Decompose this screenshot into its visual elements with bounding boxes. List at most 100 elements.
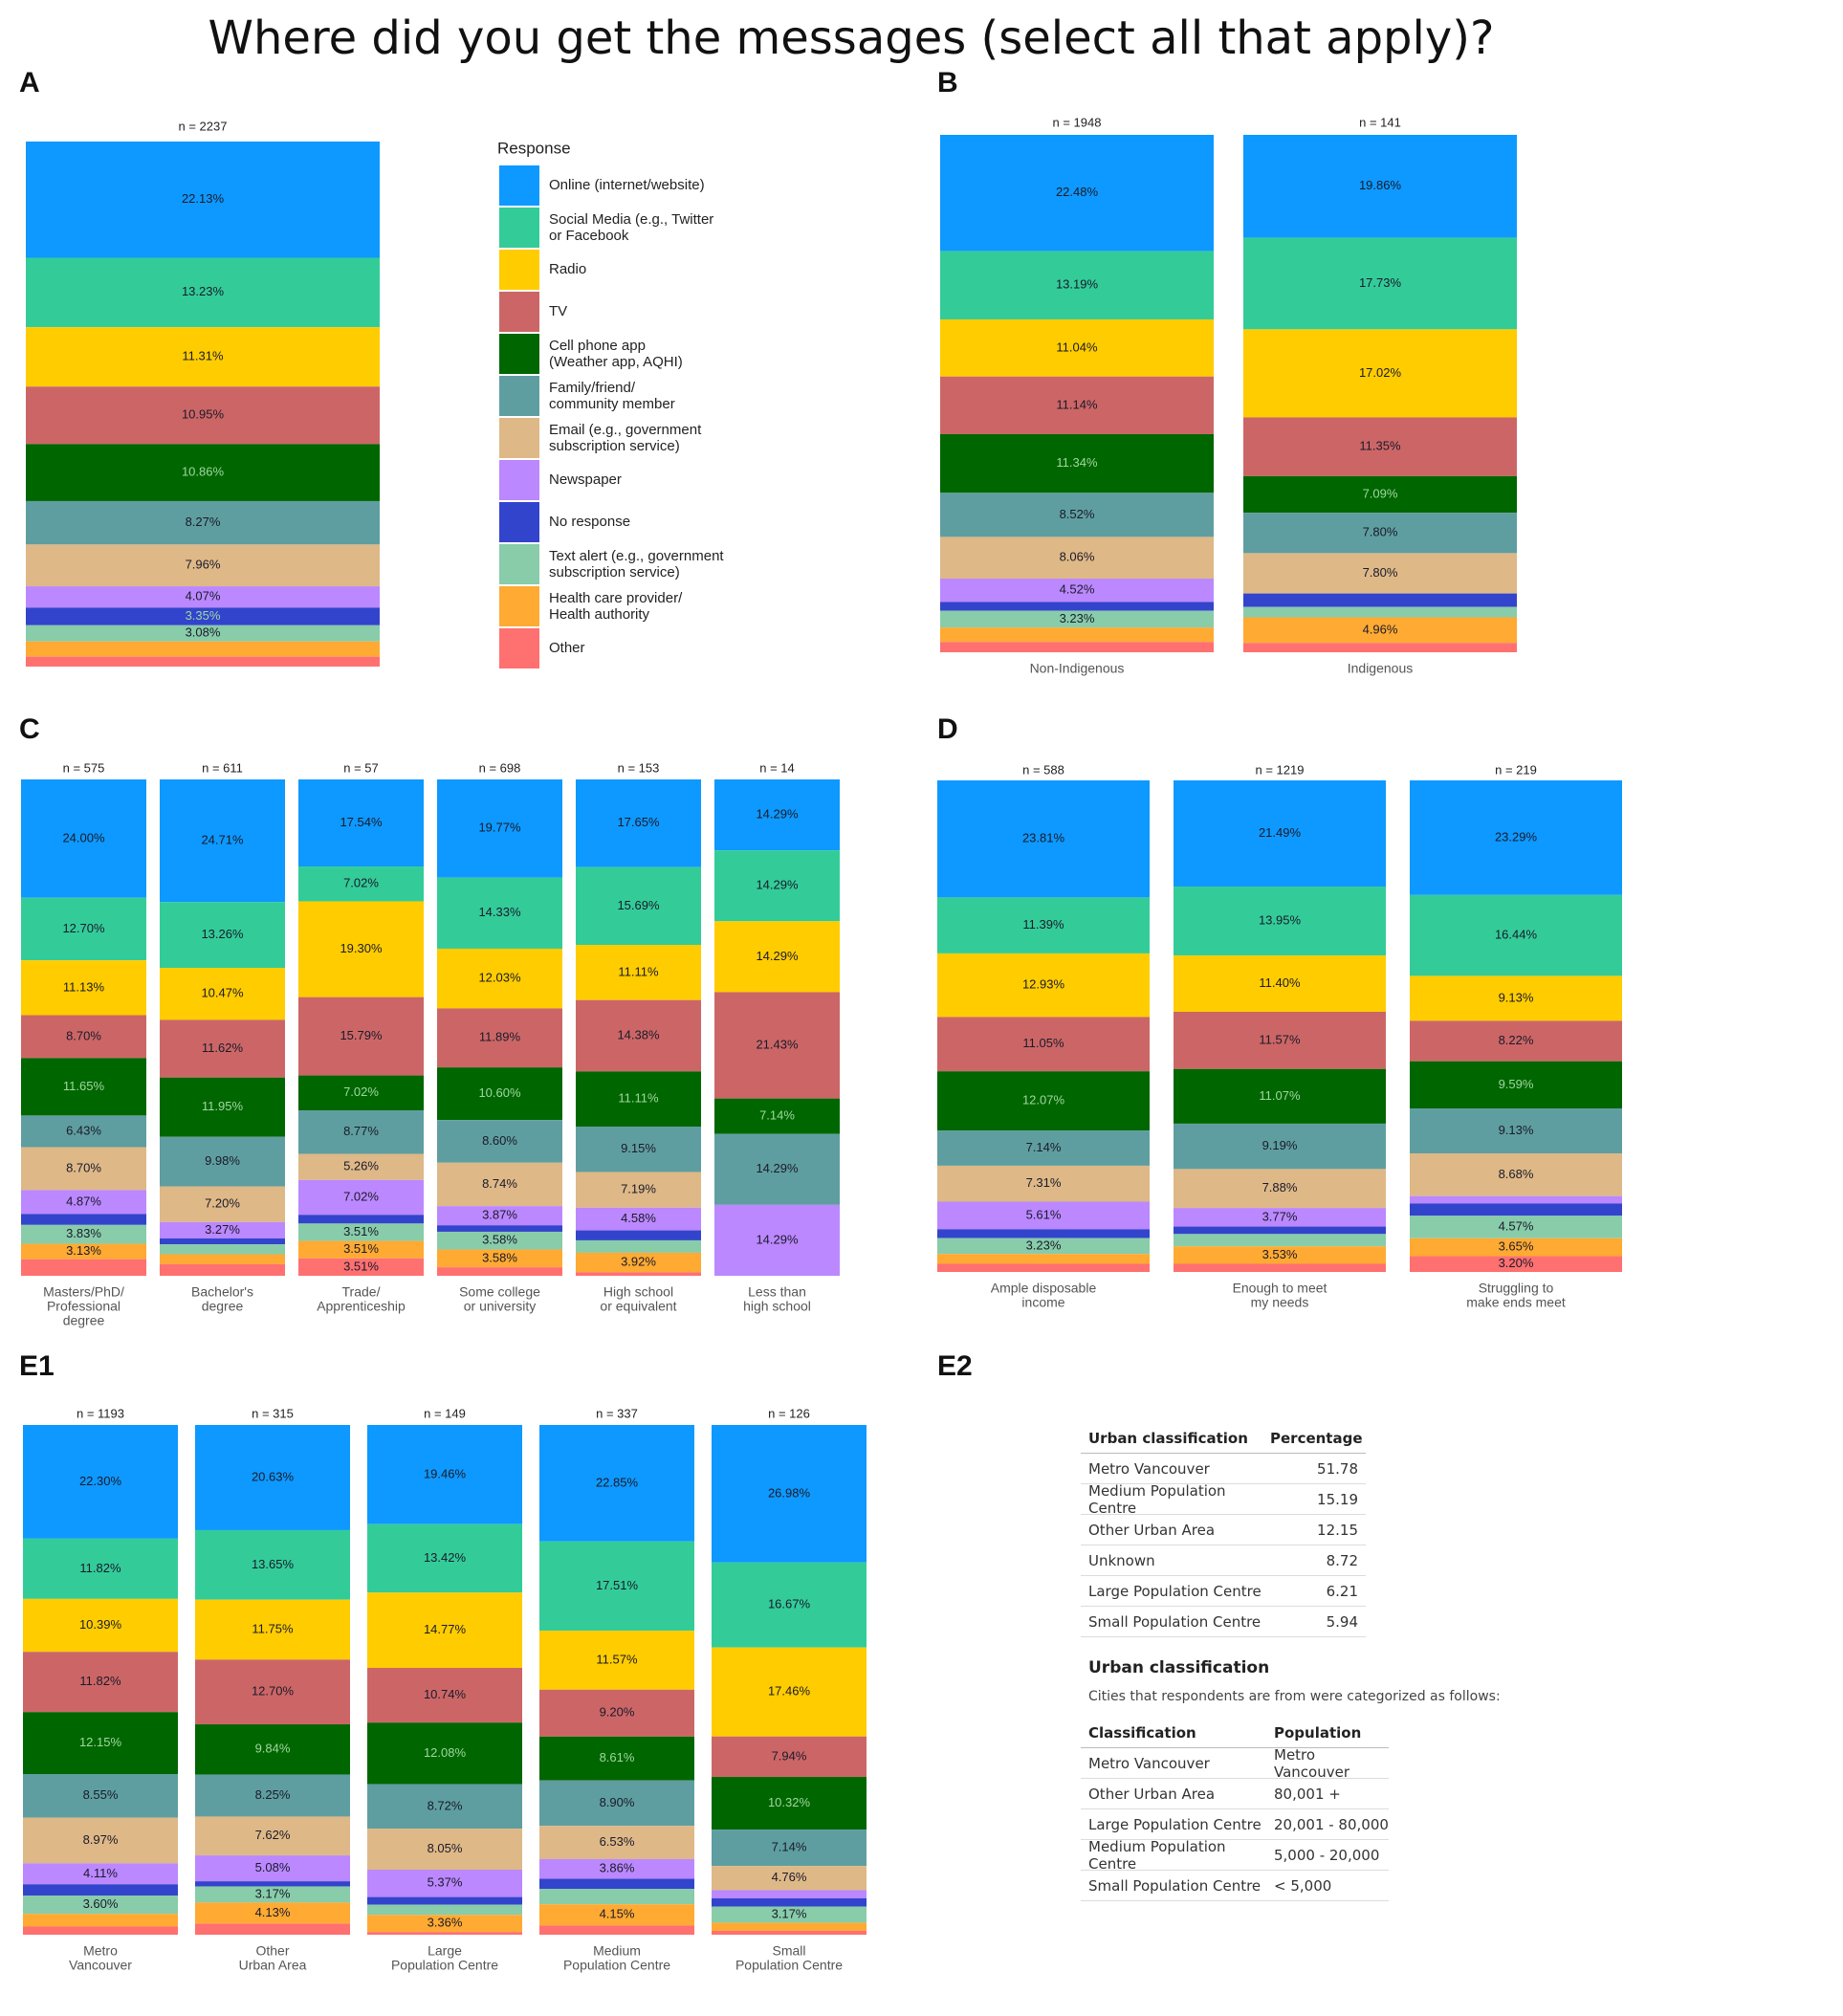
bar-segment: [1174, 1226, 1386, 1235]
bar-segment: [437, 1162, 562, 1207]
urban-classification-title: Urban classification: [1088, 1658, 1270, 1677]
bar-segment: [23, 1425, 178, 1539]
bar-segment: [1410, 1061, 1622, 1109]
data-label: 9.59%: [1499, 1077, 1534, 1091]
category-label: Professional: [47, 1299, 121, 1314]
bar-segment: [1243, 643, 1517, 652]
bar-segment: [1410, 1256, 1622, 1272]
bar-segment: [940, 318, 1214, 377]
data-label: 24.00%: [62, 830, 105, 844]
legend-label: or Facebook: [549, 228, 629, 244]
data-label: 3.17%: [255, 1886, 291, 1900]
data-label: 3.60%: [83, 1896, 119, 1911]
category-label: Bachelor's: [191, 1284, 253, 1300]
category-label: my needs: [1251, 1295, 1309, 1310]
sample-size-label: n = 1193: [77, 1406, 124, 1420]
category-label: Metro: [83, 1943, 118, 1959]
category-label: Masters/PhD/: [43, 1284, 124, 1300]
data-label: 14.33%: [478, 905, 521, 919]
bar-segment: [160, 1186, 285, 1222]
sample-size-label: n = 149: [424, 1406, 466, 1420]
bar-segment: [195, 1599, 350, 1660]
bar-segment: [1174, 1208, 1386, 1227]
bar-segment: [195, 1529, 350, 1600]
legend-swatch: [499, 208, 539, 248]
table-cell: Metro Vancouver: [1088, 1459, 1210, 1478]
bar-segment: [1243, 513, 1517, 554]
bar-segment: [712, 1930, 867, 1935]
legend-label: community member: [549, 396, 675, 412]
data-label: 13.95%: [1259, 912, 1302, 927]
sample-size-label: n = 2237: [179, 119, 228, 133]
data-label: 11.04%: [1056, 340, 1098, 354]
data-label: 11.65%: [63, 1079, 105, 1093]
category-label: Some college: [459, 1284, 540, 1300]
bar-segment: [26, 327, 380, 387]
legend-label: Online (internet/website): [549, 177, 705, 193]
data-label: 3.17%: [772, 1906, 807, 1920]
bar-segment: [576, 1239, 701, 1253]
data-label: 7.80%: [1363, 525, 1398, 539]
data-label: 8.74%: [482, 1176, 517, 1191]
data-label: 4.52%: [1060, 582, 1095, 597]
bar-segment: [21, 1115, 146, 1148]
data-label: 3.13%: [66, 1243, 101, 1258]
table-row: Metro Vancouver Metro Vancouver: [1081, 1746, 1389, 1781]
table-cell: 15.19: [1317, 1490, 1358, 1508]
data-label: 17.54%: [340, 815, 383, 829]
category-label: high school: [743, 1299, 811, 1314]
bar-segment: [539, 1925, 694, 1935]
category-label: Population Centre: [391, 1958, 498, 1973]
data-label: 3.58%: [482, 1233, 517, 1247]
data-label: 10.74%: [424, 1687, 467, 1701]
bar-segment: [23, 1652, 178, 1713]
bar-segment: [195, 1886, 350, 1903]
table-cell: Metro Vancouver: [1088, 1754, 1210, 1772]
data-label: 11.13%: [63, 979, 105, 994]
bar-segment: [1174, 1011, 1386, 1069]
sample-size-label: n = 219: [1495, 762, 1537, 777]
data-label: 9.19%: [1262, 1138, 1298, 1152]
table-cell: Small Population Centre: [1088, 1876, 1262, 1895]
bar-segment: [576, 999, 701, 1072]
bar-segment: [21, 1015, 146, 1059]
data-label: 14.29%: [756, 878, 799, 892]
data-label: 3.86%: [600, 1861, 635, 1875]
table-cell: 5,000 - 20,000: [1274, 1846, 1380, 1864]
data-label: 8.27%: [186, 515, 221, 529]
data-label: 17.46%: [768, 1684, 811, 1698]
data-label: 3.35%: [186, 608, 221, 623]
data-label: 3.51%: [343, 1224, 379, 1238]
category-label: High school: [603, 1284, 673, 1300]
data-label: 3.77%: [1262, 1209, 1298, 1223]
sample-size-label: n = 14: [759, 760, 795, 775]
data-label: 13.65%: [252, 1557, 295, 1571]
bar-segment: [539, 1904, 694, 1926]
data-label: 17.02%: [1359, 365, 1402, 380]
table-row: Medium Population Centre 5,000 - 20,000: [1081, 1838, 1389, 1873]
legend-title: Response: [497, 139, 571, 157]
data-label: 22.85%: [596, 1475, 639, 1489]
sample-size-label: n = 126: [768, 1406, 810, 1420]
bar-segment: [23, 1895, 178, 1915]
data-label: 11.57%: [1259, 1032, 1301, 1046]
bar-segment: [712, 1906, 867, 1923]
category-label: Ample disposable: [991, 1281, 1097, 1296]
table-row: Small Population Centre 5.94: [1081, 1607, 1366, 1637]
data-label: 10.95%: [182, 407, 225, 422]
bar-segment: [21, 1214, 146, 1225]
data-label: 7.02%: [343, 1085, 379, 1099]
data-label: 3.51%: [343, 1241, 379, 1256]
bar-segment: [23, 1863, 178, 1885]
bar-segment: [160, 1077, 285, 1137]
bar-segment: [437, 948, 562, 1009]
category-label: degree: [63, 1313, 105, 1328]
data-label: 4.87%: [66, 1194, 101, 1208]
bar-segment: [1243, 417, 1517, 476]
data-label: 11.95%: [202, 1099, 244, 1113]
data-label: 8.90%: [600, 1795, 635, 1809]
bar-segment: [1174, 1234, 1386, 1247]
data-label: 23.81%: [1022, 831, 1065, 845]
table-cell: 20,001 - 80,000: [1274, 1815, 1389, 1833]
bar-segment: [712, 1562, 867, 1648]
